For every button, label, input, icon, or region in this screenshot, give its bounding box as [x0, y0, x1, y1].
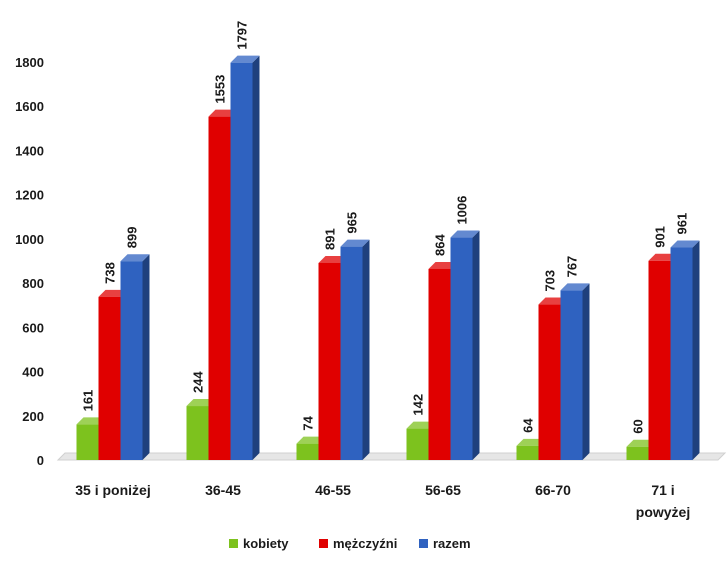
data-label: 901: [653, 226, 668, 248]
bar-kobiety: [406, 428, 429, 460]
y-tick-label: 800: [22, 276, 44, 291]
bar-top-kobiety: [76, 417, 106, 425]
y-tick-label: 400: [22, 365, 44, 380]
bar-top-kobiety: [186, 399, 216, 407]
legend-swatch-razem: [419, 539, 428, 548]
bar-mężczyźni: [98, 296, 121, 460]
data-labels-layer: 161 738 899 244 1553 1797 74 891 965 142 864 1006 64…: [81, 21, 690, 434]
bar-mężczyźni: [318, 262, 341, 460]
bar-top-razem: [230, 55, 260, 63]
x-category-label: 71 i: [651, 482, 674, 498]
y-tick-label: 0: [37, 453, 44, 468]
data-label: 864: [433, 234, 448, 256]
bar-razem: [560, 290, 583, 460]
bar-top-razem: [340, 239, 370, 247]
bar-razem: [230, 62, 253, 461]
bar-side-razem: [692, 240, 700, 460]
x-category-label: powyżej: [636, 504, 690, 520]
bar-kobiety: [516, 445, 539, 460]
legend-label: mężczyźni: [333, 536, 397, 551]
bar-side-razem: [472, 230, 480, 460]
bar-top-kobiety: [406, 421, 436, 429]
y-tick-label: 1400: [15, 143, 44, 158]
bar-top-razem: [560, 283, 590, 291]
bar-razem: [340, 246, 363, 460]
bars-layer: [76, 55, 700, 461]
y-tick-label: 200: [22, 409, 44, 424]
data-label: 961: [675, 213, 690, 235]
legend-swatch-kobiety: [229, 539, 238, 548]
bar-top-razem: [450, 230, 480, 238]
bar-mężczyźni: [208, 116, 231, 460]
bar-razem: [120, 261, 143, 460]
bar-mężczyźni: [538, 304, 561, 460]
bar-top-mężczyźni: [318, 255, 348, 263]
bar-top-mężczyźni: [428, 261, 458, 269]
legend-label: kobiety: [243, 536, 289, 551]
y-tick-label: 1600: [15, 99, 44, 114]
legend-label: razem: [433, 536, 471, 551]
bar-top-kobiety: [516, 438, 546, 446]
bar-kobiety: [296, 443, 319, 460]
x-category-label: 46-55: [315, 482, 351, 498]
data-label: 244: [191, 371, 206, 393]
data-label: 965: [345, 212, 360, 234]
bar-razem: [450, 237, 473, 460]
bar-top-mężczyźni: [98, 289, 128, 297]
data-label: 1006: [455, 196, 470, 225]
chart-floor: [56, 452, 727, 461]
data-label: 891: [323, 228, 338, 250]
x-category-label: 36-45: [205, 482, 241, 498]
bar-top-mężczyźni: [208, 109, 238, 117]
bar-side-razem: [362, 239, 370, 460]
y-tick-label: 1200: [15, 188, 44, 203]
bar-side-razem: [142, 254, 150, 460]
legend: kobiety mężczyźni razem: [229, 536, 471, 551]
data-label: 1553: [213, 75, 228, 104]
x-category-label: 66-70: [535, 482, 571, 498]
bar-top-mężczyźni: [648, 253, 678, 261]
data-label: 1797: [235, 21, 250, 50]
data-label: 142: [411, 394, 426, 416]
y-tick-label: 600: [22, 320, 44, 335]
y-tick-label: 1000: [15, 232, 44, 247]
data-label: 767: [565, 256, 580, 278]
bar-top-mężczyźni: [538, 297, 568, 305]
bar-mężczyźni: [428, 268, 451, 460]
data-label: 738: [103, 262, 118, 284]
bar-top-razem: [120, 254, 150, 262]
bar-top-kobiety: [296, 436, 326, 444]
data-label: 161: [81, 390, 96, 412]
bar-kobiety: [186, 406, 209, 460]
y-tick-label: 1800: [15, 55, 44, 70]
bar-kobiety: [76, 424, 99, 460]
bar-top-kobiety: [626, 439, 656, 447]
bar-side-razem: [582, 283, 590, 460]
data-label: 703: [543, 270, 558, 292]
bar-mężczyźni: [648, 260, 671, 460]
data-label: 74: [301, 415, 316, 430]
x-category-label: 35 i poniżej: [75, 482, 150, 498]
legend-swatch-mężczyźni: [319, 539, 328, 548]
data-label: 64: [521, 418, 536, 433]
bar-razem: [670, 247, 693, 460]
bar-top-razem: [670, 240, 700, 248]
bar-kobiety: [626, 446, 649, 460]
bar-side-razem: [252, 55, 260, 461]
data-label: 899: [125, 227, 140, 249]
x-category-label: 56-65: [425, 482, 461, 498]
data-label: 60: [631, 419, 646, 433]
